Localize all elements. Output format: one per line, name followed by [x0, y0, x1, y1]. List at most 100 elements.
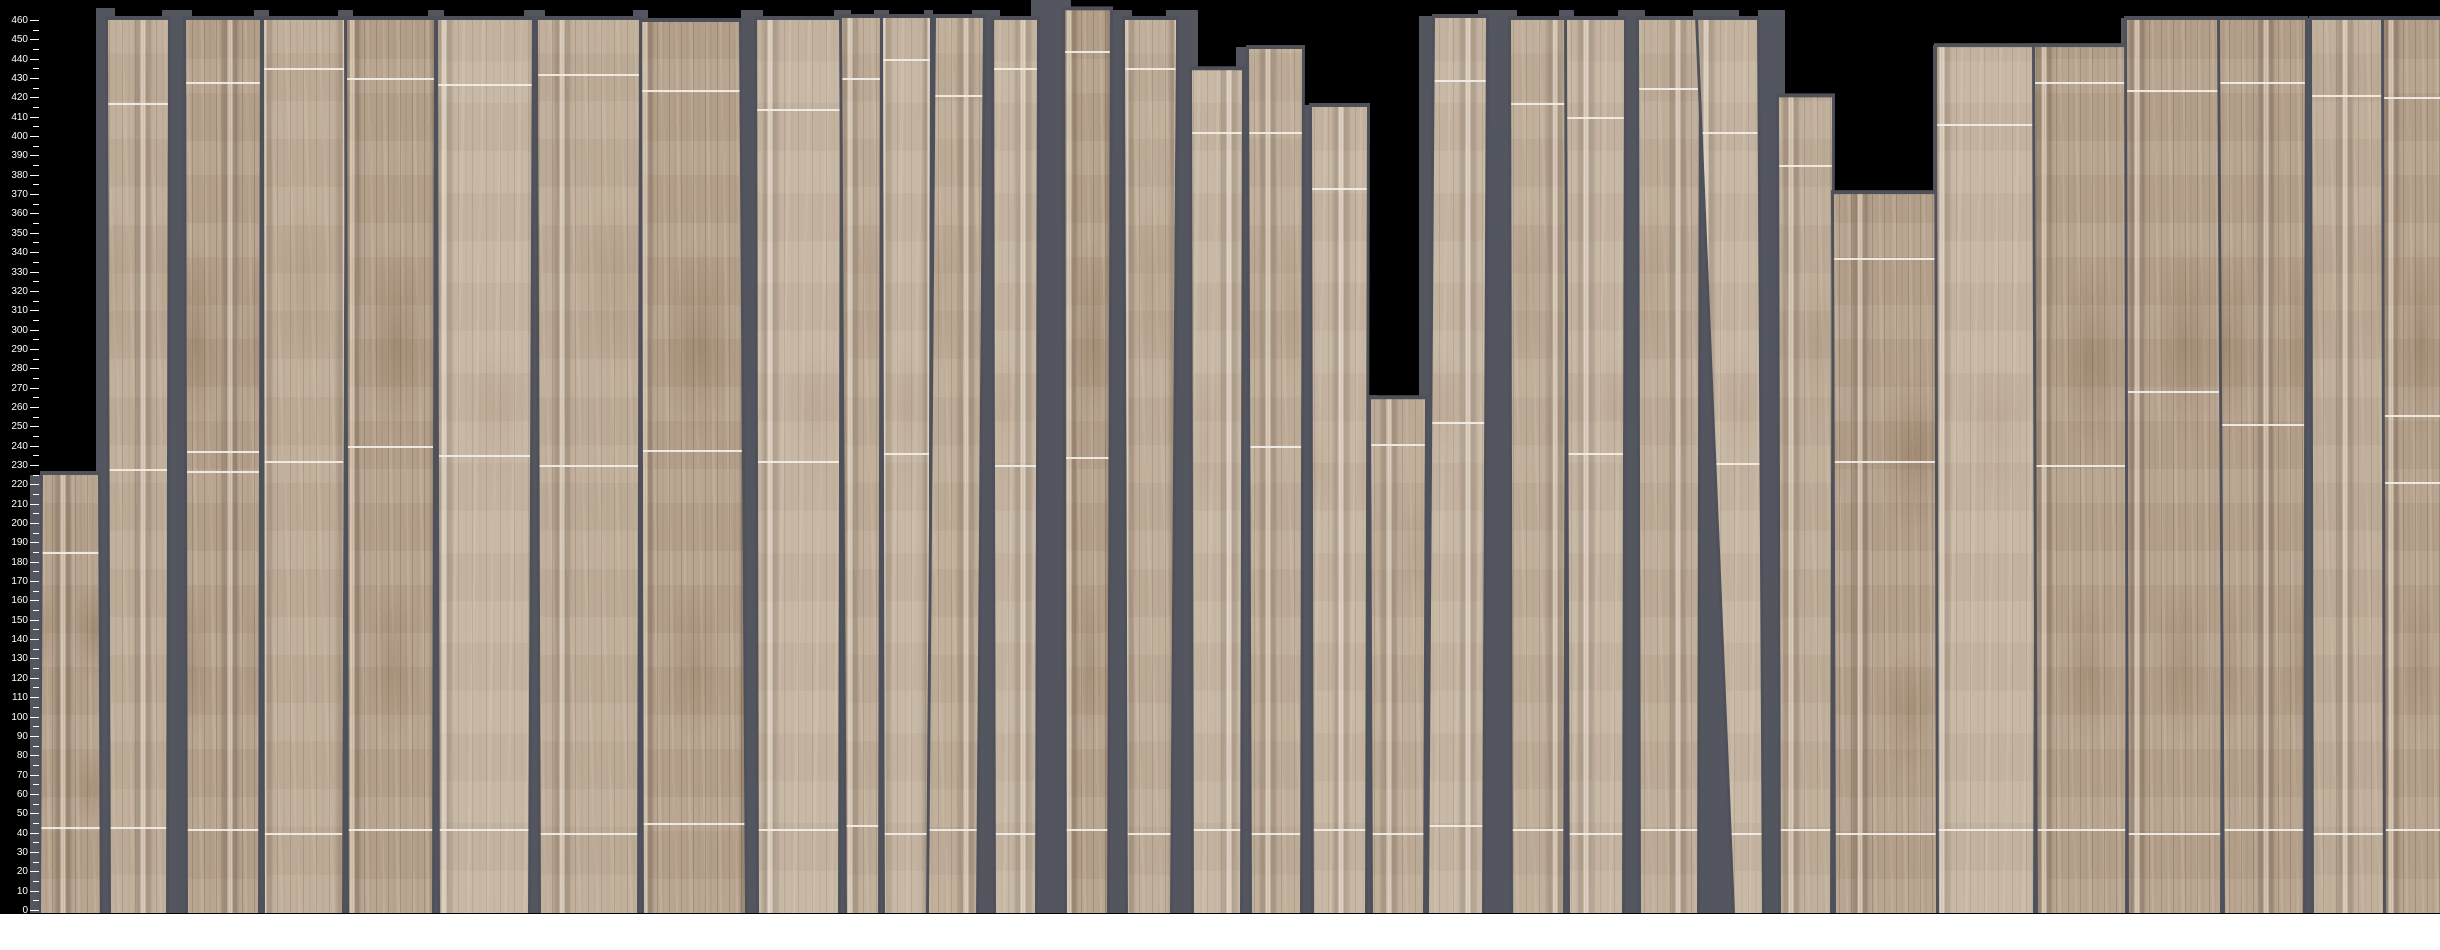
y-axis-tick — [30, 890, 39, 892]
y-axis-label: 400 — [11, 131, 28, 143]
plank-wood-24 — [1249, 49, 1302, 913]
y-axis-tick — [30, 832, 39, 834]
scan-line — [929, 828, 983, 831]
scan-line — [994, 464, 1037, 467]
plank-wood-42 — [2312, 19, 2386, 913]
y-axis-tick — [30, 368, 39, 370]
plank-wood-15 — [842, 18, 880, 913]
y-axis-tick — [33, 300, 39, 302]
y-axis-label: 80 — [16, 750, 28, 762]
y-axis-label: 330 — [11, 266, 28, 278]
scan-line — [1511, 103, 1566, 106]
plank-wood-34 — [1639, 19, 1699, 913]
y-axis-label: 270 — [11, 382, 28, 394]
y-axis: 0 10 20 30 40 50 60 70 80 90 100 110 120 130 140 150 160… — [0, 0, 46, 950]
scan-line — [108, 468, 168, 471]
plank-wood-28 — [1371, 399, 1425, 913]
scan-line — [1249, 132, 1302, 135]
plank-wood-43 — [2384, 19, 2440, 913]
y-axis-tick — [33, 880, 39, 882]
scan-line — [2035, 464, 2127, 467]
y-axis-tick — [33, 764, 39, 766]
y-axis-tick — [30, 39, 39, 41]
y-axis-label: 10 — [16, 885, 28, 897]
y-axis-tick — [30, 503, 39, 505]
scan-line — [642, 822, 745, 825]
plank-wood-16 — [883, 18, 930, 913]
scan-line — [538, 464, 639, 467]
y-axis-tick — [30, 658, 39, 660]
y-axis-label: 110 — [12, 692, 28, 704]
y-axis-tick — [30, 910, 39, 911]
y-axis-label: 380 — [11, 169, 28, 181]
y-axis-tick — [33, 145, 39, 147]
plank-wood-37 — [1834, 194, 1939, 913]
plank-wood-6 — [186, 19, 260, 913]
scan-line — [1937, 828, 2036, 831]
y-axis-tick — [33, 494, 39, 496]
y-axis-tick — [30, 290, 39, 292]
plank-wood-32 — [1511, 19, 1566, 913]
y-axis-label: 280 — [11, 363, 28, 375]
y-axis-label: 240 — [11, 440, 28, 452]
scan-line — [1125, 832, 1176, 835]
y-axis-label: 360 — [11, 208, 28, 220]
y-axis-tick — [33, 900, 39, 902]
y-axis-tick — [30, 155, 39, 157]
y-axis-label: 100 — [11, 711, 28, 723]
scan-line — [2384, 97, 2440, 100]
plank-wood-7 — [264, 19, 345, 913]
plank-wood-9 — [438, 19, 532, 913]
y-axis-label: 20 — [16, 866, 28, 878]
y-axis-tick — [30, 581, 39, 583]
scan-line — [41, 826, 100, 829]
plank-wood-39 — [2035, 47, 2127, 913]
y-axis-label: 90 — [16, 730, 28, 742]
plank-wood-5 — [108, 19, 168, 913]
y-axis-tick — [30, 677, 39, 679]
plank-wood-17 — [929, 18, 983, 913]
y-axis-tick — [33, 610, 39, 612]
y-axis-tick — [30, 542, 39, 544]
plank-wood-41 — [2220, 19, 2305, 913]
y-axis-tick — [33, 377, 39, 379]
y-axis-tick — [33, 165, 39, 167]
scan-line — [1371, 443, 1425, 446]
scan-line — [1192, 828, 1242, 831]
scan-line — [347, 445, 434, 448]
y-axis-tick — [33, 107, 39, 109]
scan-line — [438, 828, 532, 831]
y-axis-label: 210 — [11, 498, 28, 510]
y-axis-tick — [30, 851, 39, 853]
scan-line — [1639, 87, 1699, 90]
y-axis-tick — [30, 78, 39, 80]
scan-line — [1567, 116, 1624, 119]
plank-wood-20 — [1065, 10, 1110, 913]
y-axis-tick — [30, 174, 39, 176]
scan-line — [994, 68, 1037, 71]
y-axis-tick — [33, 861, 39, 863]
scan-line — [2312, 95, 2386, 98]
y-axis-tick — [30, 735, 39, 737]
y-axis-tick — [30, 793, 39, 795]
y-axis-label: 40 — [16, 827, 28, 839]
y-axis-tick — [33, 397, 39, 399]
y-axis-tick — [30, 252, 39, 254]
y-axis-tick — [30, 445, 39, 447]
plank-wood-33 — [1567, 19, 1624, 913]
scan-line — [1779, 828, 1832, 831]
plank-wood-22 — [1192, 70, 1242, 913]
scan-line — [1698, 463, 1762, 466]
scan-line — [1937, 124, 2036, 127]
plank-wood-14 — [757, 19, 840, 913]
scan-line — [2220, 81, 2305, 84]
y-axis-tick — [33, 29, 39, 31]
y-axis-tick — [30, 619, 39, 621]
scan-line — [929, 95, 983, 98]
y-axis-tick — [30, 697, 39, 699]
y-axis-tick — [33, 261, 39, 263]
y-axis-label: 160 — [11, 595, 28, 607]
y-axis-tick — [33, 629, 39, 631]
y-axis-tick — [33, 339, 39, 341]
